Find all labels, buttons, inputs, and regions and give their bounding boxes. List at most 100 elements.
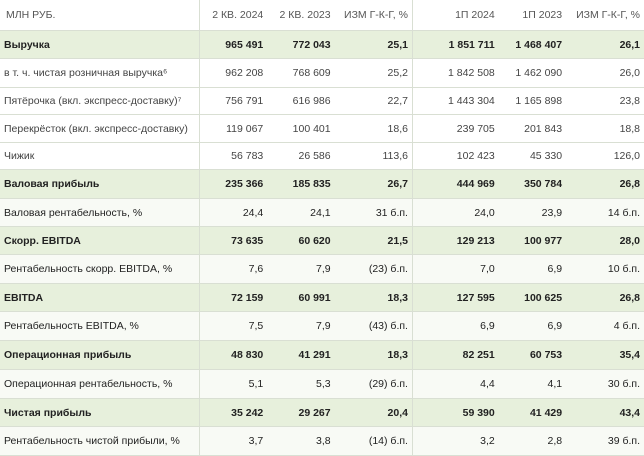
cell-h1-2024: 1 851 711 (431, 30, 499, 59)
cell-h1-yoy-change: 10 б.п. (566, 254, 644, 284)
row-label: Рентабельность чистой прибыли, % (0, 426, 200, 456)
table-row: Операционная рентабельность, % 5,1 5,3 (29)… (0, 369, 644, 399)
cell-h1-2023: 4,1 (498, 369, 567, 399)
cell-q2-2023: 60 620 (267, 226, 335, 255)
cell-q-yoy-change: (23) б.п. (334, 254, 413, 284)
cell-q2-2024: 965 491 (199, 30, 268, 59)
cell-h1-2023: 201 843 (498, 114, 567, 143)
cell-h1-2023: 100 625 (498, 283, 567, 312)
cell-h1-2023: 23,9 (498, 198, 567, 227)
cell-gap (411, 226, 432, 255)
header-h1-2024: 1П 2024 (431, 0, 499, 31)
row-label: Пятёрочка (вкл. экспресс-доставку)⁷ (0, 87, 200, 115)
cell-q2-2024: 962 208 (199, 58, 268, 88)
cell-q2-2024: 7,5 (199, 311, 268, 341)
cell-h1-yoy-change: 26,0 (566, 58, 644, 88)
cell-q-yoy-change: 18,3 (334, 340, 413, 370)
cell-gap (411, 283, 432, 312)
cell-h1-2024: 59 390 (431, 398, 499, 427)
header-row: МЛН РУБ. 2 КВ. 2024 2 КВ. 2023 ИЗМ Г-К-Г… (0, 0, 644, 31)
row-label: в т. ч. чистая розничная выручка⁶ (0, 58, 200, 88)
cell-h1-yoy-change: 4 б.п. (566, 311, 644, 341)
cell-q2-2024: 235 366 (199, 169, 268, 199)
cell-q-yoy-change: (14) б.п. (334, 426, 413, 456)
table-row: Выручка 965 491 772 043 25,1 1 851 711 1 468 … (0, 30, 644, 59)
cell-h1-yoy-change: 23,8 (566, 87, 644, 115)
cell-q2-2023: 41 291 (267, 340, 335, 370)
cell-h1-2023: 60 753 (498, 340, 567, 370)
cell-h1-yoy-change: 30 б.п. (566, 369, 644, 399)
cell-gap (411, 254, 432, 284)
cell-gap (411, 30, 432, 59)
cell-q2-2023: 768 609 (267, 58, 335, 88)
cell-h1-2023: 1 165 898 (498, 87, 567, 115)
cell-gap (411, 369, 432, 399)
cell-h1-yoy-change: 35,4 (566, 340, 644, 370)
table-row: EBITDA 72 159 60 991 18,3 127 595 100 625 26,8 (0, 283, 644, 312)
table-row: Скорр. EBITDA 73 635 60 620 21,5 129 213 100 … (0, 226, 644, 255)
cell-q2-2023: 185 835 (267, 169, 335, 199)
cell-h1-yoy-change: 26,1 (566, 30, 644, 59)
cell-q-yoy-change: 22,7 (334, 87, 413, 115)
cell-q2-2024: 756 791 (199, 87, 268, 115)
row-label: Чижик (0, 142, 200, 170)
cell-h1-2023: 2,8 (498, 426, 567, 456)
cell-h1-2024: 3,2 (431, 426, 499, 456)
table-row: в т. ч. чистая розничная выручка⁶ 962 208… (0, 58, 644, 88)
cell-h1-2023: 6,9 (498, 311, 567, 341)
cell-h1-2023: 45 330 (498, 142, 567, 170)
cell-h1-2024: 444 969 (431, 169, 499, 199)
cell-gap (411, 198, 432, 227)
cell-gap (411, 398, 432, 427)
cell-q2-2023: 100 401 (267, 114, 335, 143)
table-row: Пятёрочка (вкл. экспресс-доставку)⁷ 756 7… (0, 87, 644, 115)
row-label: Перекрёсток (вкл. экспресс-доставку) (0, 114, 200, 143)
cell-h1-2023: 350 784 (498, 169, 567, 199)
row-label: Валовая прибыль (0, 169, 200, 199)
table-row: Чистая прибыль 35 242 29 267 20,4 59 390 41 4… (0, 398, 644, 427)
cell-q2-2024: 3,7 (199, 426, 268, 456)
table-row: Операционная прибыль 48 830 41 291 18,3 82 2… (0, 340, 644, 370)
table-row: Рентабельность скорр. EBITDA, % 7,6 7,9 (23… (0, 254, 644, 284)
cell-q2-2023: 7,9 (267, 311, 335, 341)
cell-q-yoy-change: 18,3 (334, 283, 413, 312)
cell-gap (411, 114, 432, 143)
row-label: Скорр. EBITDA (0, 226, 200, 255)
table-body: Выручка 965 491 772 043 25,1 1 851 711 1 468 … (0, 30, 644, 456)
cell-q-yoy-change: 21,5 (334, 226, 413, 255)
cell-h1-2024: 7,0 (431, 254, 499, 284)
cell-gap (411, 87, 432, 115)
cell-h1-2024: 1 443 304 (431, 87, 499, 115)
cell-h1-yoy-change: 26,8 (566, 283, 644, 312)
table-row: Рентабельность EBITDA, % 7,5 7,9 (43) б.п. 6… (0, 311, 644, 341)
cell-q2-2023: 26 586 (267, 142, 335, 170)
row-label: EBITDA (0, 283, 200, 312)
cell-h1-2024: 102 423 (431, 142, 499, 170)
cell-h1-2023: 6,9 (498, 254, 567, 284)
header-unit-label: МЛН РУБ. (0, 0, 200, 31)
table-row: Рентабельность чистой прибыли, % 3,7 3,8 (1… (0, 426, 644, 456)
row-label: Рентабельность скорр. EBITDA, % (0, 254, 200, 284)
cell-q-yoy-change: 25,1 (334, 30, 413, 59)
cell-h1-yoy-change: 28,0 (566, 226, 644, 255)
cell-q2-2023: 772 043 (267, 30, 335, 59)
header-h1-2023: 1П 2023 (498, 0, 567, 31)
cell-h1-2024: 24,0 (431, 198, 499, 227)
cell-h1-yoy-change: 39 б.п. (566, 426, 644, 456)
cell-h1-2023: 1 462 090 (498, 58, 567, 88)
cell-q2-2024: 119 067 (199, 114, 268, 143)
cell-h1-2024: 239 705 (431, 114, 499, 143)
cell-q2-2024: 35 242 (199, 398, 268, 427)
cell-q-yoy-change: 113,6 (334, 142, 413, 170)
header-q-yoy-change: ИЗМ Г-К-Г, % (334, 0, 413, 31)
cell-gap (411, 58, 432, 88)
header-q2-2023: 2 КВ. 2023 (267, 0, 335, 31)
cell-h1-yoy-change: 26,8 (566, 169, 644, 199)
row-label: Валовая рентабельность, % (0, 198, 200, 227)
cell-gap (411, 142, 432, 170)
cell-h1-2024: 127 595 (431, 283, 499, 312)
cell-q2-2023: 29 267 (267, 398, 335, 427)
cell-q2-2023: 24,1 (267, 198, 335, 227)
row-label: Операционная рентабельность, % (0, 369, 200, 399)
